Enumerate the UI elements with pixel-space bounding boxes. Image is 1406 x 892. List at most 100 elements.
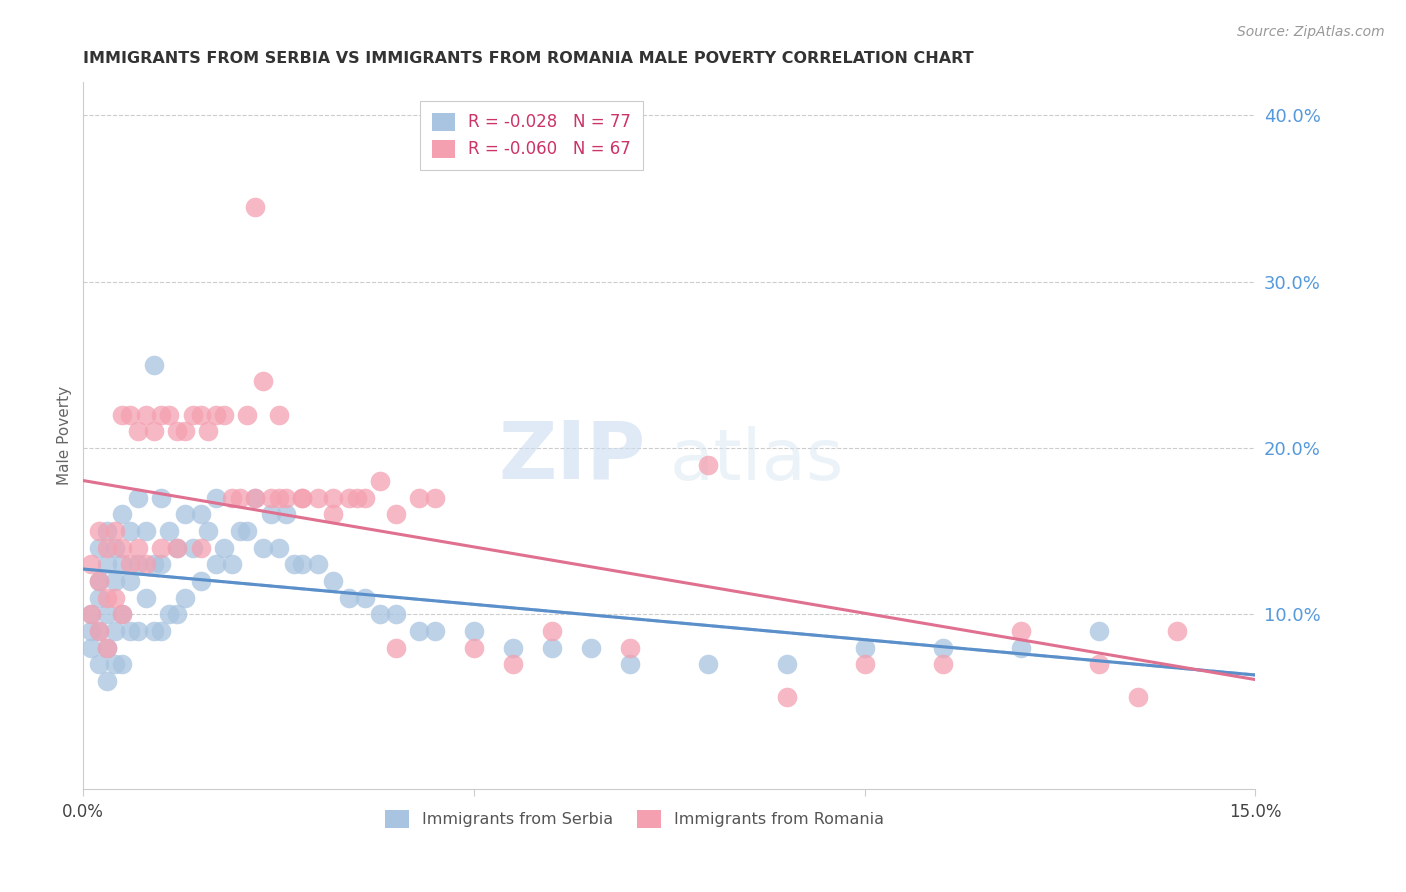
Point	[291, 491, 314, 505]
Point	[135, 591, 157, 605]
Point	[87, 524, 110, 538]
Point	[135, 524, 157, 538]
Point	[267, 491, 290, 505]
Point	[80, 607, 103, 622]
Point	[291, 558, 314, 572]
Point	[96, 591, 118, 605]
Text: Source: ZipAtlas.com: Source: ZipAtlas.com	[1237, 25, 1385, 39]
Point	[87, 541, 110, 555]
Point	[502, 640, 524, 655]
Point	[502, 657, 524, 672]
Point	[423, 491, 446, 505]
Point	[166, 425, 188, 439]
Point	[96, 524, 118, 538]
Point	[245, 200, 267, 214]
Point	[120, 624, 142, 638]
Point	[212, 541, 235, 555]
Point	[322, 491, 344, 505]
Point	[87, 574, 110, 588]
Point	[87, 657, 110, 672]
Point	[80, 640, 103, 655]
Point	[853, 640, 876, 655]
Point	[236, 408, 259, 422]
Point	[135, 408, 157, 422]
Point	[1010, 624, 1032, 638]
Point	[775, 690, 797, 705]
Point	[120, 574, 142, 588]
Point	[190, 408, 212, 422]
Point	[96, 558, 118, 572]
Point	[87, 624, 110, 638]
Point	[385, 640, 408, 655]
Point	[150, 558, 173, 572]
Point	[212, 408, 235, 422]
Point	[181, 408, 204, 422]
Point	[368, 607, 391, 622]
Point	[291, 491, 314, 505]
Point	[120, 524, 142, 538]
Point	[103, 624, 125, 638]
Point	[80, 558, 103, 572]
Point	[190, 574, 212, 588]
Y-axis label: Male Poverty: Male Poverty	[58, 386, 72, 485]
Point	[260, 491, 283, 505]
Point	[228, 524, 250, 538]
Point	[166, 541, 188, 555]
Point	[173, 591, 195, 605]
Point	[103, 591, 125, 605]
Point	[150, 541, 173, 555]
Point	[697, 458, 720, 472]
Text: atlas: atlas	[669, 425, 844, 495]
Point	[205, 408, 228, 422]
Point	[142, 358, 165, 372]
Point	[142, 558, 165, 572]
Point	[142, 425, 165, 439]
Point	[283, 558, 305, 572]
Point	[127, 491, 149, 505]
Point	[96, 640, 118, 655]
Point	[127, 425, 149, 439]
Point	[173, 508, 195, 522]
Point	[353, 491, 375, 505]
Point	[252, 541, 274, 555]
Legend: Immigrants from Serbia, Immigrants from Romania: Immigrants from Serbia, Immigrants from …	[378, 804, 890, 834]
Point	[181, 541, 204, 555]
Point	[307, 491, 329, 505]
Point	[150, 624, 173, 638]
Point	[157, 607, 180, 622]
Point	[111, 607, 134, 622]
Point	[1088, 624, 1111, 638]
Point	[150, 491, 173, 505]
Point	[111, 607, 134, 622]
Point	[697, 657, 720, 672]
Point	[127, 558, 149, 572]
Point	[353, 591, 375, 605]
Point	[166, 607, 188, 622]
Point	[346, 491, 368, 505]
Point	[408, 491, 430, 505]
Point	[80, 607, 103, 622]
Point	[111, 541, 134, 555]
Point	[619, 657, 641, 672]
Point	[111, 508, 134, 522]
Point	[932, 657, 955, 672]
Point	[103, 541, 125, 555]
Point	[135, 558, 157, 572]
Point	[96, 607, 118, 622]
Point	[197, 425, 219, 439]
Point	[221, 558, 243, 572]
Point	[228, 491, 250, 505]
Point	[252, 375, 274, 389]
Text: ZIP: ZIP	[499, 417, 645, 496]
Point	[463, 640, 485, 655]
Point	[541, 640, 564, 655]
Point	[619, 640, 641, 655]
Point	[267, 408, 290, 422]
Point	[87, 591, 110, 605]
Point	[385, 508, 408, 522]
Point	[322, 508, 344, 522]
Point	[96, 673, 118, 688]
Point	[1088, 657, 1111, 672]
Point	[337, 491, 360, 505]
Point	[245, 491, 267, 505]
